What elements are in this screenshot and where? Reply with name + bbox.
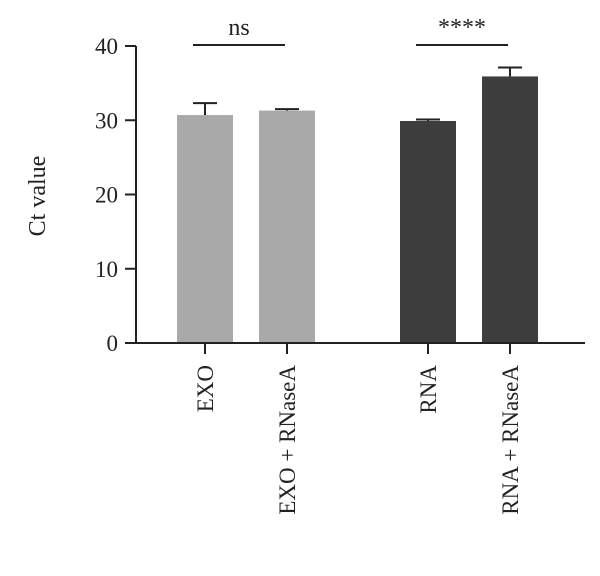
bar xyxy=(400,120,456,344)
significance-label: ns xyxy=(228,15,249,41)
error-bars-group xyxy=(193,66,522,121)
significance-group: ns **** xyxy=(193,15,508,46)
bar xyxy=(177,115,233,344)
significance-label: **** xyxy=(438,15,486,41)
y-tick-label: 10 xyxy=(95,257,118,282)
bar xyxy=(259,110,315,343)
x-category-label: EXO + RNaseA xyxy=(275,365,300,515)
x-category-label: EXO xyxy=(193,365,218,412)
y-tick-label: 0 xyxy=(107,331,119,356)
y-axis-label: Ct value xyxy=(25,156,51,237)
x-category-label: RNA xyxy=(416,365,441,414)
category-labels-group: EXO EXO + RNaseA RNA RNA + RNaseA xyxy=(193,343,523,515)
y-tick-label: 20 xyxy=(95,183,118,208)
y-ticks-group: 0 10 20 30 40 xyxy=(95,34,136,356)
y-tick-label: 40 xyxy=(95,34,118,59)
bar xyxy=(482,76,538,343)
x-category-label: RNA + RNaseA xyxy=(498,365,523,515)
bars-group xyxy=(177,76,538,344)
y-tick-label: 30 xyxy=(95,108,118,133)
